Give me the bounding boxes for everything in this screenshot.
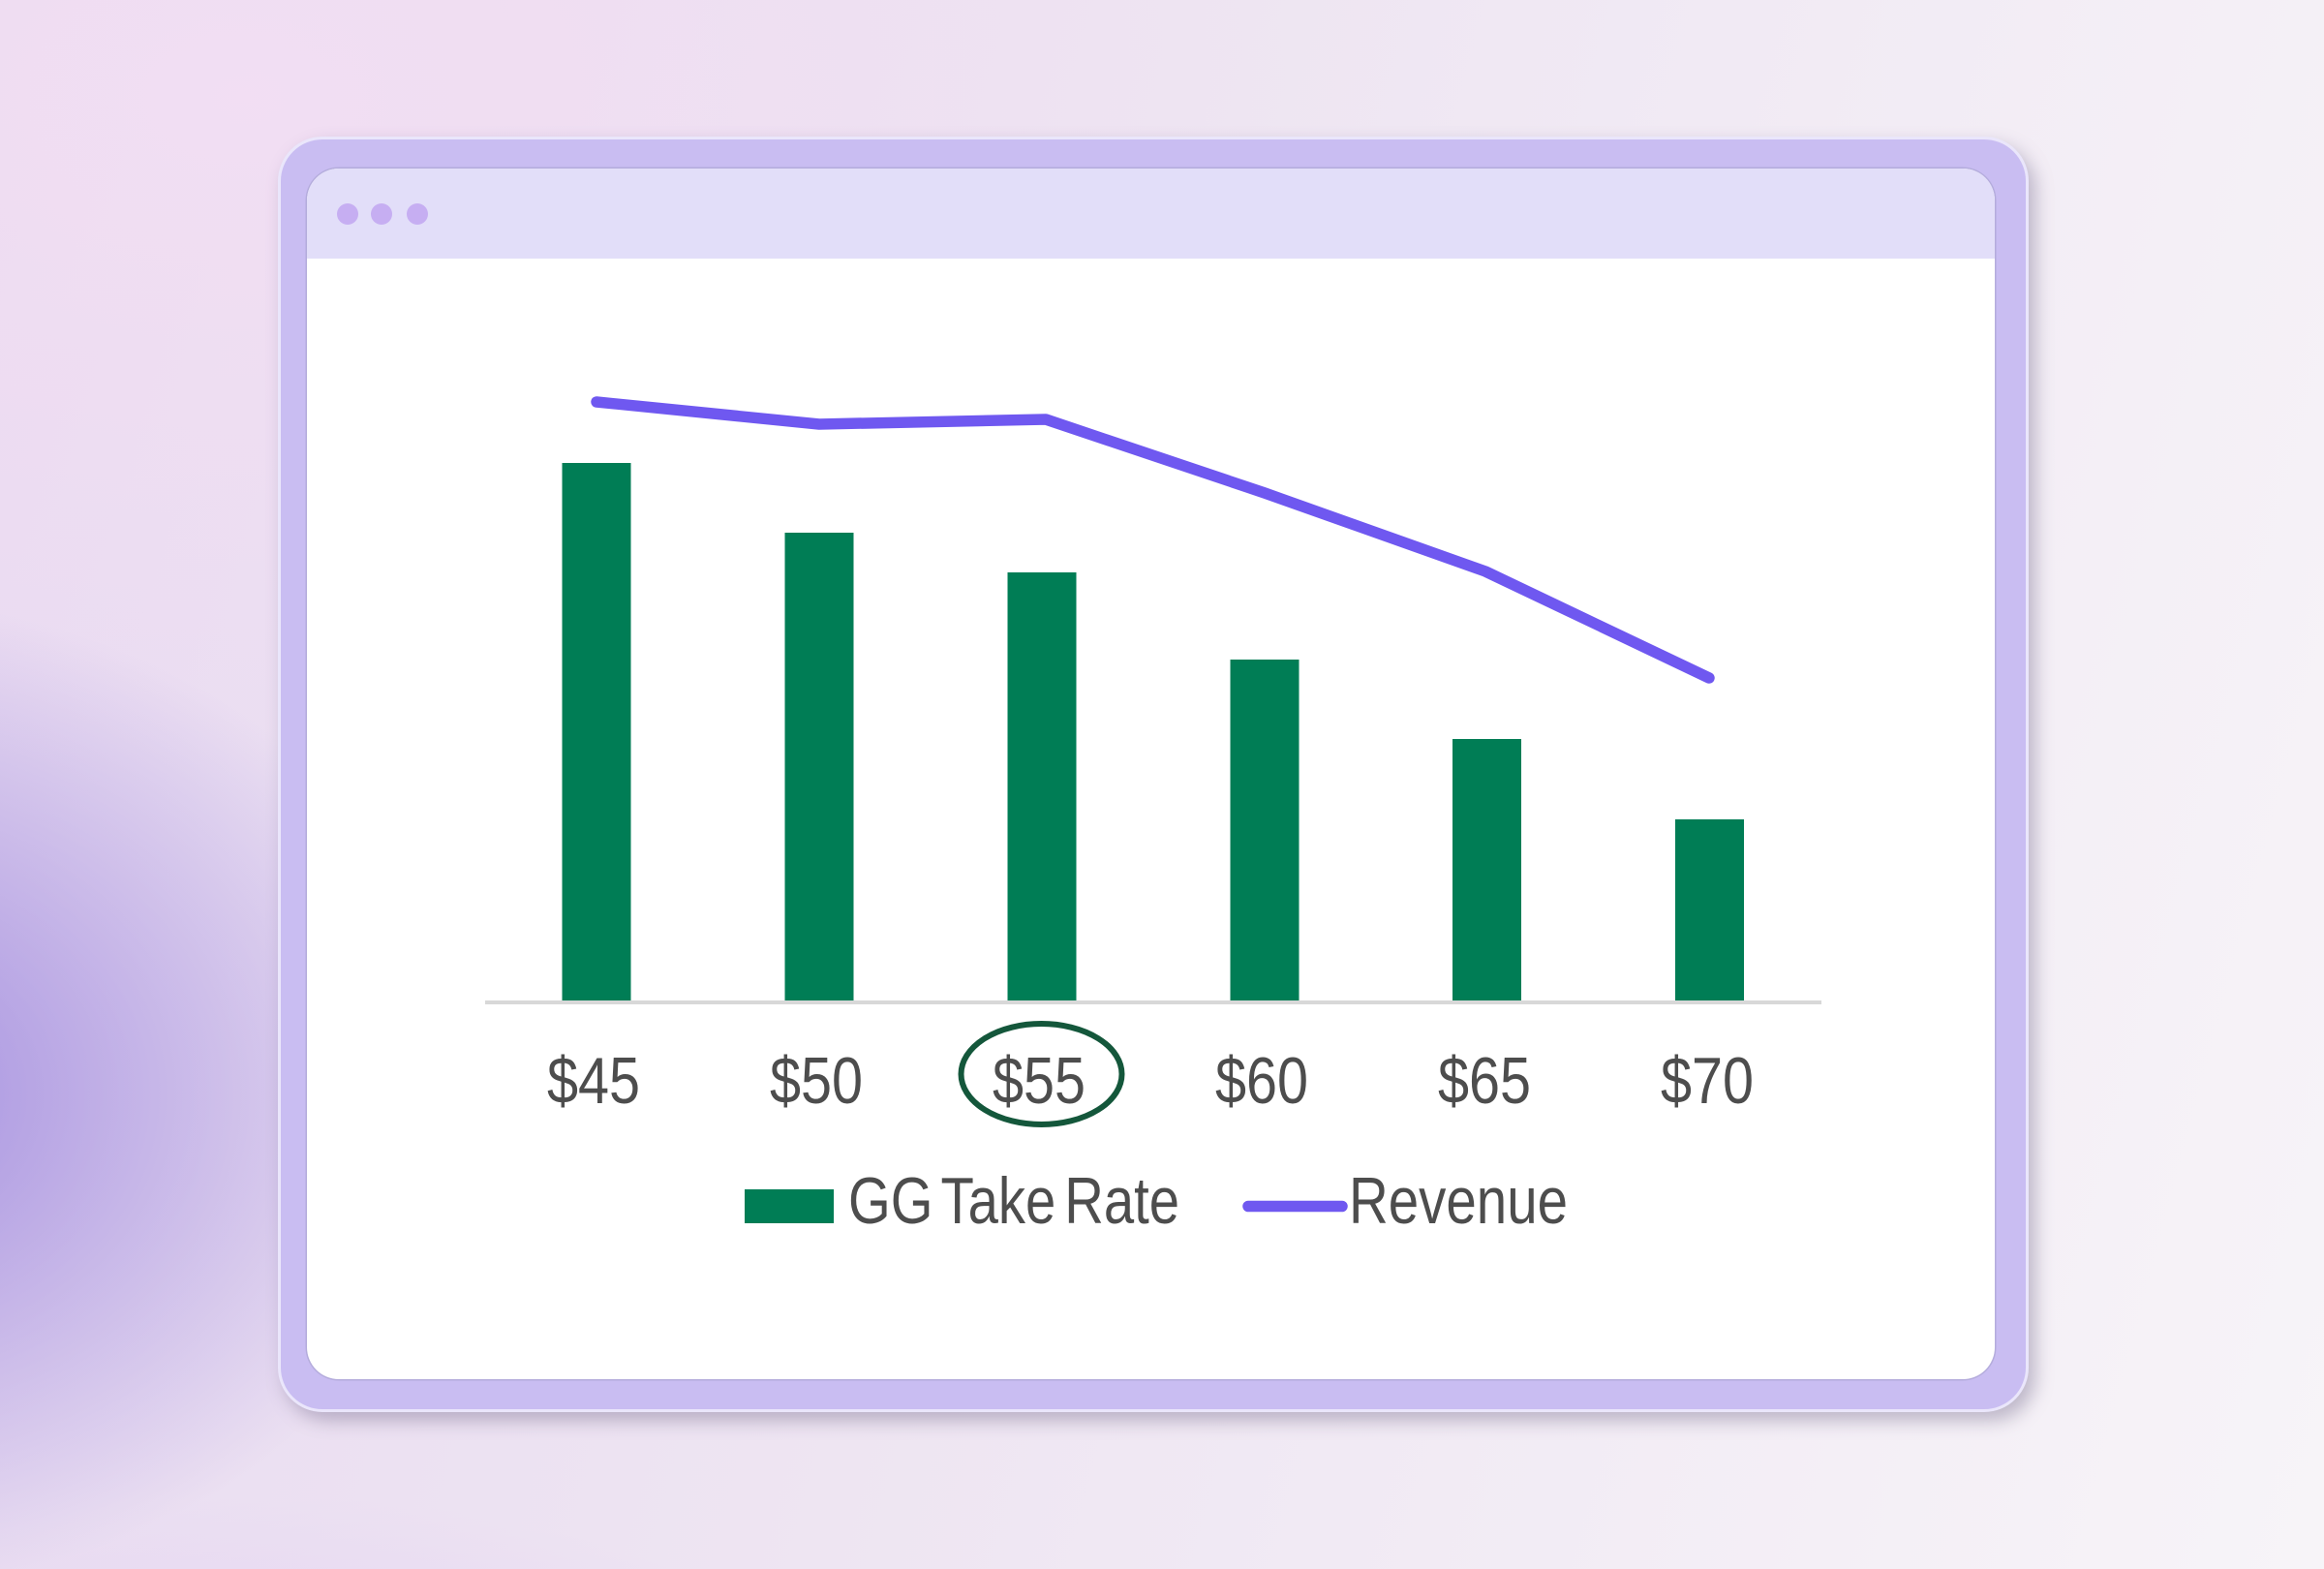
svg-text:$45: $45	[547, 1044, 640, 1118]
svg-text:$70: $70	[1661, 1044, 1754, 1118]
svg-text:Revenue: Revenue	[1349, 1164, 1568, 1238]
svg-text:GG Take Rate: GG Take Rate	[848, 1164, 1179, 1238]
svg-text:$55: $55	[993, 1044, 1086, 1118]
svg-text:$65: $65	[1438, 1044, 1531, 1118]
svg-text:$60: $60	[1215, 1044, 1308, 1118]
svg-text:$50: $50	[770, 1044, 863, 1118]
